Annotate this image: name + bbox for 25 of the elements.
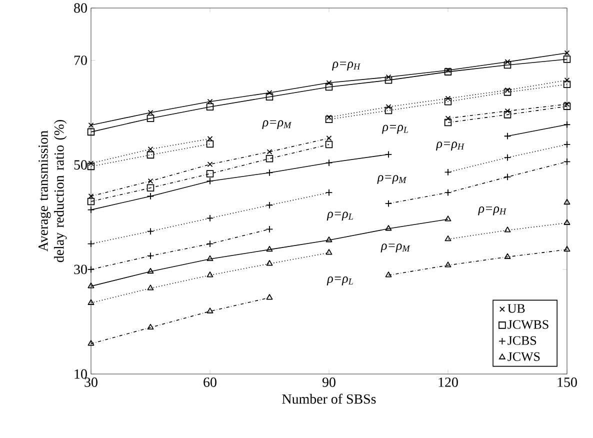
annotation: ρ=ρ$_{L}$ [326,212,353,221]
annotation: ρ=ρ$_{M}$ [380,244,410,252]
annotation: ρ=ρ$_{L}$ [326,276,353,286]
y-tick-label: 80 [74,3,87,13]
x-tick-label: 150 [558,378,577,387]
annotation: ρ=ρ$_{M}$ [377,175,407,184]
x-axis-title: Number of SBSs [282,394,376,404]
annotation: ρ=ρ$_{H}$ [478,206,506,216]
y-tick-label: 10 [74,369,87,379]
legend-label: JCBS [508,336,536,345]
x-tick-label: 60 [204,378,216,387]
y-axis-title: Average transmission delay reduction ratio (%) [38,120,67,262]
annotation: ρ=ρ$_{L}$ [382,124,408,134]
annotation: ρ=ρ$_{H}$ [332,62,360,70]
y-tick-label: 30 [74,264,87,274]
x-tick-label: 90 [322,378,336,387]
legend-label: UB [508,304,525,313]
legend-label: JCWBS [508,320,548,329]
y-tick-label: 70 [74,56,87,66]
x-tick-label: 30 [84,378,98,387]
annotation: ρ=ρ$_{H}$ [436,142,464,150]
y-tick-label: 50 [74,160,87,170]
x-tick-label: 120 [438,378,458,387]
annotation: ρ=ρ$_{M}$ [262,120,292,130]
legend-label: JCWS [508,352,540,362]
